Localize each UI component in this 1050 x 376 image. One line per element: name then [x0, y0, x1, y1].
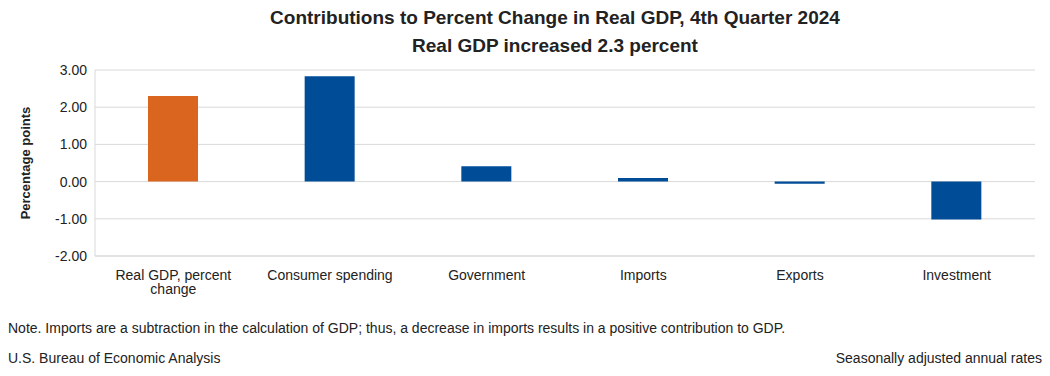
svg-text:Investment: Investment	[922, 267, 991, 283]
html-text:Seasonally adjusted annual rat: Seasonally adjusted annual rates	[835, 350, 1042, 366]
html-text:Note. Imports are a subtractio: Note. Imports are a subtraction in the c…	[8, 320, 786, 336]
svg-text:Percentage points: Percentage points	[18, 107, 33, 220]
svg-text:0.00: 0.00	[60, 174, 87, 190]
svg-text:Government: Government	[448, 267, 525, 283]
svg-text:Imports: Imports	[620, 267, 667, 283]
html-text:U.S. Bureau of Economic Analys: U.S. Bureau of Economic Analysis	[8, 350, 221, 366]
svg-text:2.00: 2.00	[60, 99, 87, 115]
svg-text:1.00: 1.00	[60, 136, 87, 152]
html-text:Real GDP increased 2.3 percent: Real GDP increased 2.3 percent	[412, 35, 698, 56]
svg-text:-1.00: -1.00	[55, 211, 87, 227]
svg-text:-2.00: -2.00	[55, 248, 87, 264]
svg-text:Exports: Exports	[776, 267, 823, 283]
svg-text:Consumer spending: Consumer spending	[267, 267, 392, 283]
svg-text:3.00: 3.00	[60, 62, 87, 78]
svg-text:Real GDP, percentchange: Real GDP, percentchange	[115, 267, 231, 297]
html-text:Contributions to Percent Chang: Contributions to Percent Change in Real …	[270, 7, 840, 28]
